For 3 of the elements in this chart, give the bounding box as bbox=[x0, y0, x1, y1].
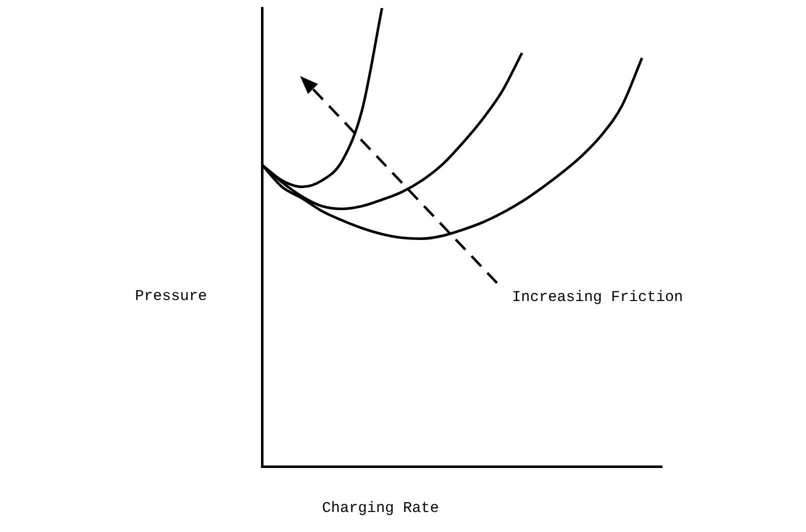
x-axis-title: Charging Rate bbox=[322, 500, 440, 517]
y-axis-title: Pressure bbox=[135, 288, 208, 305]
annotation: Increasing Friction bbox=[512, 289, 684, 306]
